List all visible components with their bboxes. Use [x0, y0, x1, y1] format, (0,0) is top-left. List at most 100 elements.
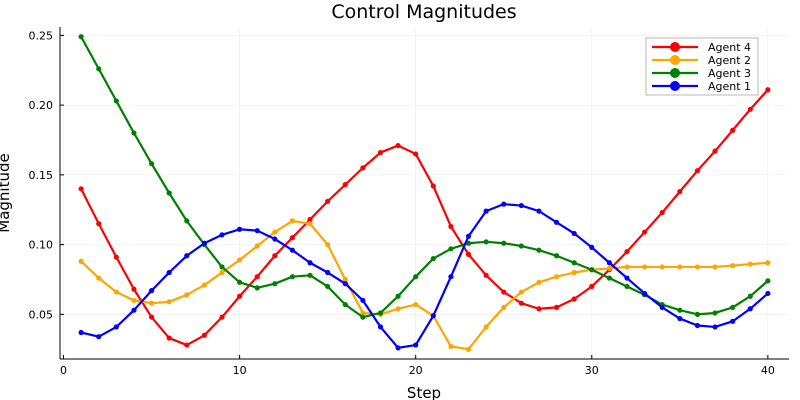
data-point-agent-1: [536, 208, 542, 214]
data-point-agent-4: [747, 106, 753, 112]
data-point-agent-2: [184, 292, 190, 298]
data-point-agent-3: [377, 310, 384, 316]
data-point-agent-1: [148, 288, 155, 294]
data-point-agent-2: [765, 260, 771, 266]
data-point-agent-2: [131, 297, 137, 304]
data-point-agent-4: [589, 283, 595, 290]
legend-item-agent-1: Agent 1: [652, 80, 751, 93]
data-point-agent-1: [571, 230, 577, 237]
data-point-agent-2: [272, 229, 278, 235]
data-point-agent-3: [606, 275, 612, 281]
data-point-agent-3: [677, 307, 683, 313]
data-point-agent-3: [113, 98, 119, 104]
data-point-agent-4: [765, 87, 771, 93]
data-point-agent-3: [166, 190, 172, 196]
data-point-agent-3: [342, 301, 348, 308]
data-point-agent-4: [166, 335, 172, 341]
series-line-agent-2: [80, 219, 768, 351]
data-point-agent-4: [553, 304, 560, 310]
data-point-agent-1: [553, 219, 560, 225]
data-point-agent-4: [448, 223, 454, 230]
data-point-agent-1: [430, 313, 436, 319]
y-tick-label: 0.25: [29, 29, 54, 42]
data-point-agent-4: [642, 229, 648, 235]
data-point-agent-2: [325, 242, 331, 248]
data-point-agent-2: [465, 346, 472, 352]
data-point-agent-1: [518, 202, 524, 209]
data-point-agent-1: [624, 275, 630, 281]
data-point-agent-3: [289, 274, 296, 280]
data-point-agent-4: [377, 149, 384, 156]
data-point-agent-3: [747, 293, 753, 299]
data-point-agent-3: [360, 314, 366, 320]
data-point-agent-3: [78, 34, 84, 40]
data-point-agent-2: [289, 218, 296, 224]
data-point-agent-1: [96, 334, 102, 340]
data-point-agent-1: [606, 260, 612, 266]
y-tick-label: 0.10: [29, 239, 54, 252]
data-point-agent-3: [96, 66, 102, 72]
data-point-agent-1: [659, 304, 665, 310]
data-point-agent-1: [501, 201, 507, 207]
data-point-agent-2: [518, 289, 524, 295]
data-point-agent-1: [377, 324, 384, 330]
data-point-agent-4: [237, 293, 243, 299]
data-point-agent-3: [395, 293, 401, 299]
data-point-agent-4: [148, 314, 155, 320]
data-point-agent-1: [325, 269, 331, 276]
y-tick-label: 0.15: [29, 169, 54, 182]
data-point-agent-2: [712, 264, 718, 270]
data-point-agent-3: [413, 274, 419, 280]
data-point-agent-2: [642, 264, 648, 270]
series-agent-4: [78, 87, 771, 348]
chart-title: Control Magnitudes: [331, 1, 516, 23]
legend-swatch-marker: [670, 81, 680, 91]
data-point-agent-2: [395, 306, 401, 312]
data-point-agent-4: [483, 272, 489, 278]
data-point-agent-1: [237, 226, 243, 232]
data-point-agent-1: [360, 297, 366, 304]
data-point-agent-3: [483, 239, 489, 245]
data-point-agent-2: [78, 258, 84, 264]
data-point-agent-4: [712, 148, 718, 154]
x-tick-label: 10: [233, 364, 247, 377]
data-point-agent-1: [677, 315, 683, 322]
data-point-agent-4: [624, 248, 630, 255]
data-point-agent-1: [642, 290, 648, 297]
data-point-agent-2: [571, 269, 577, 276]
data-point-agent-3: [219, 264, 225, 270]
data-point-agent-1: [712, 324, 718, 330]
data-point-agent-4: [430, 183, 436, 189]
x-tick-label: 30: [585, 364, 599, 377]
data-point-agent-4: [395, 142, 401, 149]
data-point-agent-2: [307, 221, 313, 227]
data-point-agent-2: [201, 282, 207, 288]
legend-swatch-marker: [670, 68, 680, 78]
data-point-agent-4: [413, 151, 419, 157]
data-point-agent-4: [96, 221, 102, 227]
x-tick-label: 20: [409, 364, 423, 377]
y-tick-label: 0.20: [29, 99, 54, 112]
data-point-agent-1: [747, 306, 753, 312]
series-line-agent-1: [80, 203, 769, 349]
data-point-agent-1: [730, 318, 736, 324]
data-point-agent-1: [289, 247, 296, 253]
legend-swatch-marker: [670, 55, 680, 65]
data-point-agent-1: [448, 274, 454, 280]
data-point-agent-2: [553, 274, 560, 280]
data-point-agent-2: [624, 264, 630, 270]
data-point-agent-3: [254, 285, 260, 291]
data-point-agent-3: [501, 240, 507, 246]
series-agent-1: [78, 201, 771, 351]
data-point-agent-3: [553, 253, 560, 259]
data-point-agent-4: [342, 182, 348, 188]
data-point-agent-3: [624, 283, 630, 290]
data-point-agent-2: [219, 269, 225, 276]
data-point-agent-1: [589, 244, 595, 251]
data-point-agent-1: [254, 228, 260, 234]
data-point-agent-2: [448, 343, 454, 350]
data-point-agent-2: [677, 264, 683, 270]
data-point-agent-3: [430, 255, 436, 262]
